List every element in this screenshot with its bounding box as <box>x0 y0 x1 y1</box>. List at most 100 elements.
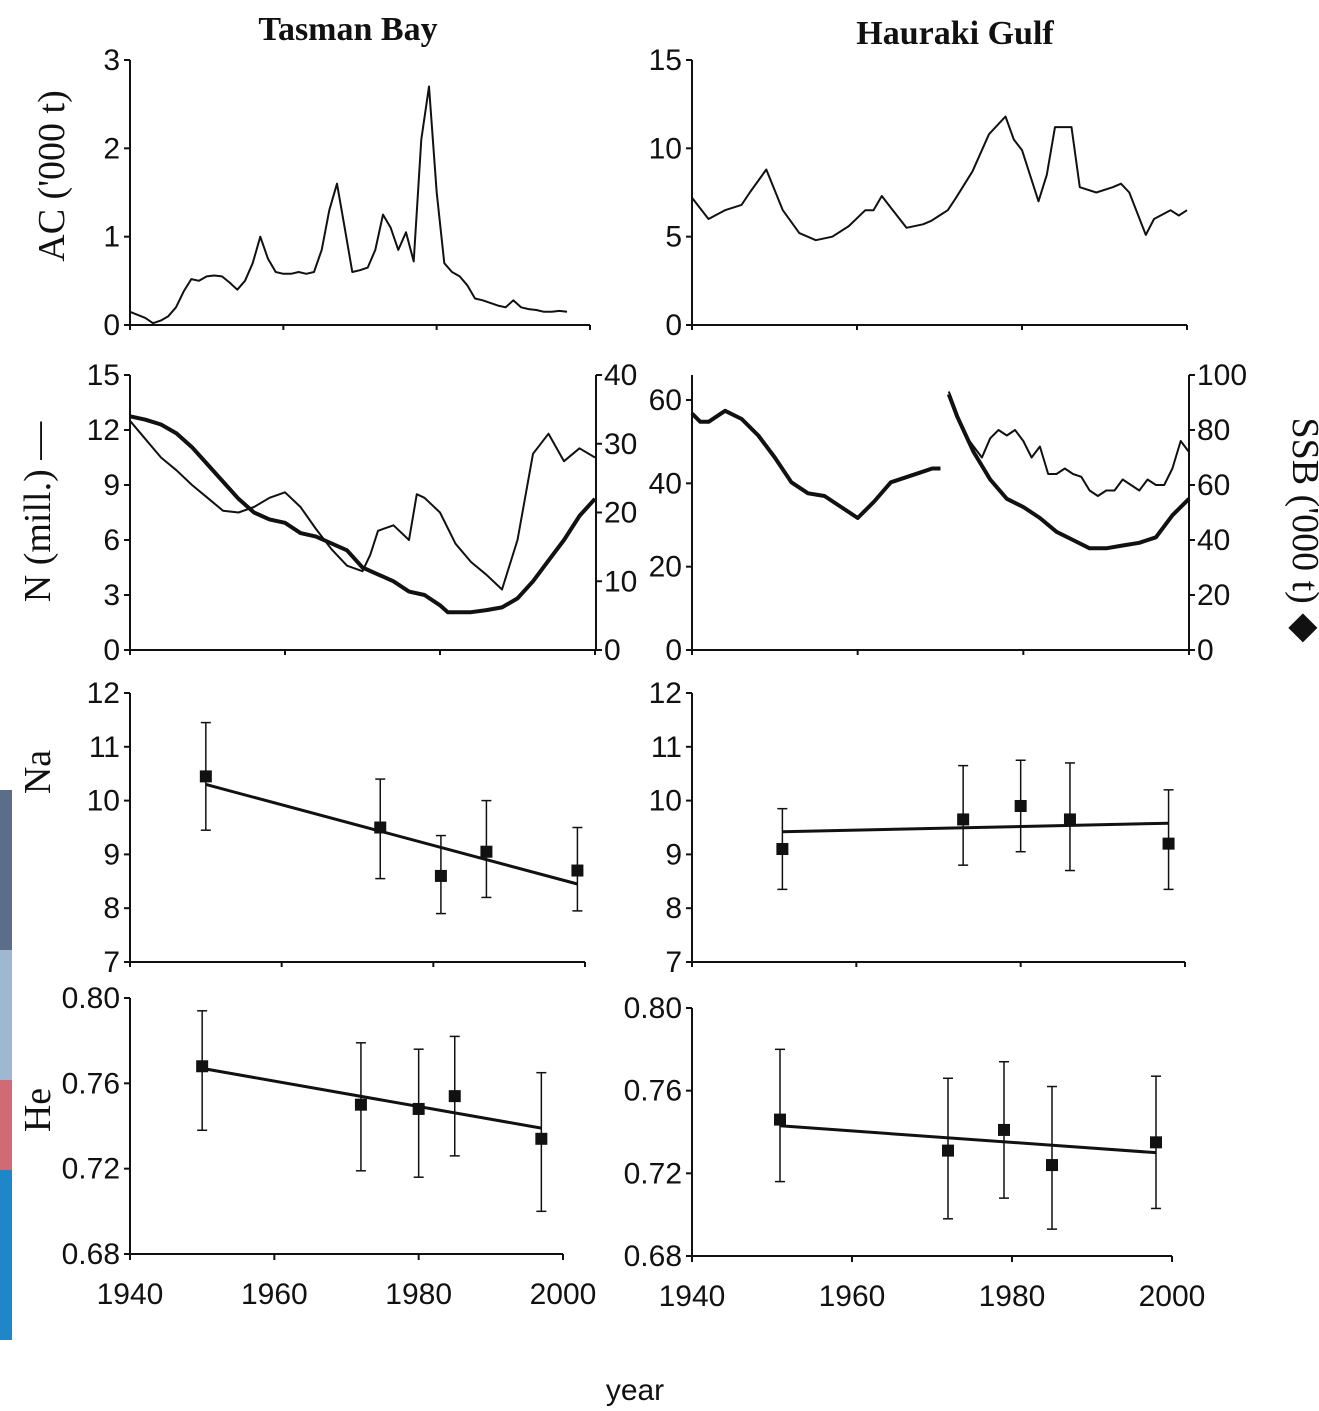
panel-tb_n_ssb: 0 3 6 9 12 15 0 10 20 30 40 <box>87 359 638 667</box>
fit-line <box>201 1066 542 1130</box>
panel-tb_he: 0.68 0.72 0.76 0.80 1940 1960 1980 2000 <box>62 982 597 1311</box>
strip-block-2 <box>0 950 12 1080</box>
data-point <box>1063 813 1076 826</box>
y-tick-label: 5 <box>665 221 682 254</box>
fit-line <box>205 783 578 886</box>
data-point <box>196 1060 209 1073</box>
panel-hg_ac: 0 5 10 15 <box>649 44 1188 342</box>
strip-block-3 <box>0 1080 12 1170</box>
y-tick-label: 60 <box>649 384 682 417</box>
y-tick-label: 0.72 <box>624 1157 682 1190</box>
left-edge-photo-strip <box>0 790 12 1340</box>
ylabel-ssb: SSB ('000 t) ◆ <box>1284 417 1319 643</box>
x-tick-label: 2000 <box>530 1278 597 1311</box>
y-tick-label: 7 <box>665 946 682 979</box>
data-point <box>1046 1159 1058 1172</box>
y-tick-label-right: 40 <box>604 359 637 392</box>
x-tick-label: 1940 <box>659 1280 726 1313</box>
ylabel-n: N (mill.) — <box>17 421 59 602</box>
y-tick-label: 0.68 <box>624 1240 682 1273</box>
data-point <box>571 864 584 877</box>
y-tick-label: 12 <box>87 677 120 710</box>
data-point <box>1150 1136 1162 1149</box>
data-point <box>412 1102 425 1115</box>
series-ssb-segment-1 <box>690 408 941 520</box>
fit-line <box>782 821 1169 834</box>
panel-hg_na: 7 8 9 10 11 12 <box>649 677 1186 979</box>
y-tick-label-right: 10 <box>604 565 637 598</box>
y-tick-label: 10 <box>649 132 682 165</box>
data-point <box>957 813 970 826</box>
y-tick-label: 0 <box>665 309 682 342</box>
data-point <box>448 1090 461 1103</box>
series-n <box>129 420 596 591</box>
y-tick-label: 10 <box>649 785 682 818</box>
y-tick-label: 15 <box>87 359 120 392</box>
data-point <box>374 821 387 834</box>
panel-tb_ac: 0 1 2 3 <box>103 44 591 342</box>
panel-tb_na: 7 8 9 10 11 12 <box>87 677 586 979</box>
y-tick-label-right: 30 <box>604 428 637 461</box>
y-tick-label: 2 <box>103 132 120 165</box>
y-tick-label: 12 <box>87 414 120 447</box>
y-tick-label: 3 <box>103 579 120 612</box>
data-point <box>774 1113 786 1126</box>
y-tick-label: 15 <box>649 44 682 77</box>
strip-block-4 <box>0 1170 12 1340</box>
title-tasman-bay: Tasman Bay <box>258 11 437 48</box>
series-line <box>691 115 1188 242</box>
y-tick-label-right: 80 <box>1197 414 1230 447</box>
y-tick-label: 1 <box>103 221 120 254</box>
y-tick-label: 0.80 <box>62 982 120 1015</box>
y-tick-label: 8 <box>103 892 120 925</box>
data-point <box>1014 799 1027 812</box>
panels-layer: 0123051015036912150102030400204060020406… <box>62 44 1247 1313</box>
y-tick-label: 11 <box>89 731 120 764</box>
y-tick-label: 20 <box>649 551 682 584</box>
y-tick-label: 9 <box>665 838 682 871</box>
xlabel-year: year <box>606 1374 664 1407</box>
y-tick-label-right: 60 <box>1197 469 1230 502</box>
panel-hg_n_ssb: 0 20 40 60 0 20 40 60 80 100 <box>649 359 1247 667</box>
x-tick-label: 1960 <box>241 1278 308 1311</box>
y-tick-label: 8 <box>665 892 682 925</box>
data-point <box>776 843 789 856</box>
x-tick-label: 1940 <box>97 1278 164 1311</box>
y-tick-label: 0.76 <box>62 1067 120 1100</box>
y-tick-label-right: 0 <box>1197 634 1214 667</box>
ylabel-ac: AC ('000 t) <box>31 90 73 262</box>
data-point <box>434 869 447 882</box>
y-tick-label: 9 <box>103 838 120 871</box>
x-tick-label: 2000 <box>1139 1280 1206 1313</box>
panel-hg_he: 0.68 0.72 0.76 0.80 1940 1960 1980 2000 <box>624 992 1206 1313</box>
data-point <box>998 1123 1010 1136</box>
y-tick-label: 0 <box>103 634 120 667</box>
data-point <box>535 1132 548 1145</box>
y-tick-label: 11 <box>651 731 682 764</box>
y-tick-label: 0.76 <box>624 1075 682 1108</box>
y-tick-label: 0.80 <box>624 992 682 1025</box>
y-tick-label-right: 0 <box>604 634 621 667</box>
strip-block-1 <box>0 790 12 950</box>
y-tick-label: 10 <box>87 785 120 818</box>
data-point <box>199 770 212 783</box>
series-ssb-segment-2 <box>946 393 1191 551</box>
y-tick-label-right: 20 <box>604 497 637 530</box>
data-point <box>480 845 493 858</box>
y-tick-label: 3 <box>103 44 120 77</box>
y-tick-label-right: 100 <box>1197 359 1247 392</box>
y-tick-label: 12 <box>649 677 682 710</box>
y-tick-label: 7 <box>103 946 120 979</box>
y-tick-label: 40 <box>649 467 682 500</box>
y-tick-label: 9 <box>103 469 120 502</box>
data-point <box>942 1144 954 1157</box>
y-tick-label-right: 40 <box>1197 524 1230 557</box>
x-tick-label: 1980 <box>979 1280 1046 1313</box>
ylabel-na: Na <box>17 750 59 794</box>
title-hauraki-gulf: Hauraki Gulf <box>856 15 1054 52</box>
x-tick-label: 1980 <box>385 1278 452 1311</box>
ylabel-he: He <box>17 1088 59 1132</box>
series-ssb <box>129 414 597 615</box>
y-tick-label: 6 <box>103 524 120 557</box>
